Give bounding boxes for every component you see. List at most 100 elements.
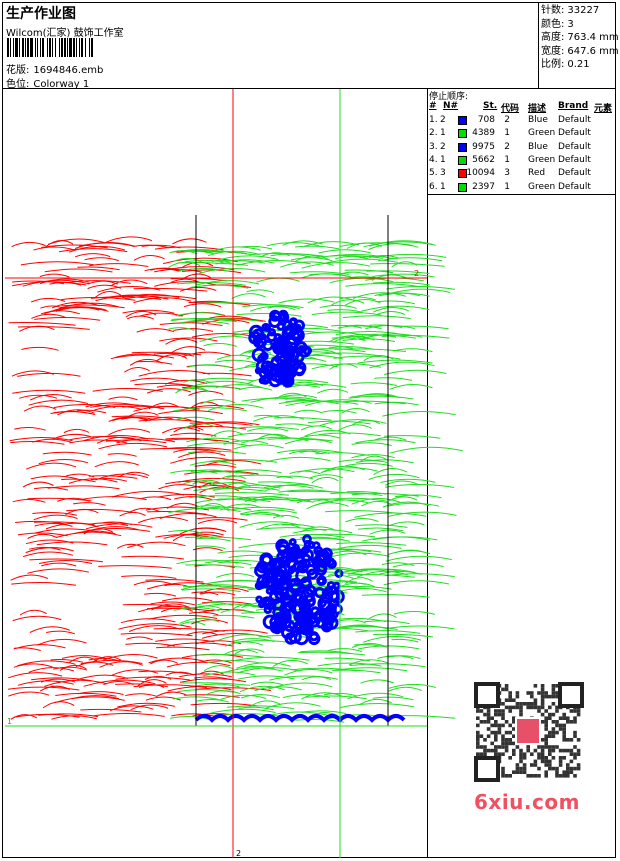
qr-module xyxy=(476,723,480,728)
color-swatch xyxy=(458,142,467,152)
stitch-line xyxy=(239,509,298,515)
qr-module xyxy=(522,766,527,771)
qr-module xyxy=(497,745,502,749)
stitch-line xyxy=(129,377,183,382)
stitch-line xyxy=(195,280,260,286)
stitch-line xyxy=(272,514,300,519)
stitch-line xyxy=(253,415,305,422)
stitch-line xyxy=(169,716,208,720)
blue-stitch xyxy=(293,601,307,616)
stitch-line xyxy=(165,338,198,345)
stitch-line xyxy=(362,333,423,339)
stitch-line xyxy=(245,511,281,516)
stitch-line xyxy=(178,451,226,459)
qr-module xyxy=(573,756,577,760)
qr-module xyxy=(504,720,509,724)
stitch-line xyxy=(110,279,148,287)
stitch-line xyxy=(280,394,318,399)
stitch-line xyxy=(360,679,394,684)
blue-stitch xyxy=(263,605,272,614)
stat-colors: 颜色: 3 xyxy=(541,18,574,30)
stitch-line xyxy=(156,354,188,362)
stitch-line xyxy=(358,527,404,532)
stitch-line xyxy=(158,410,223,415)
qr-module xyxy=(558,774,563,778)
green-stitch-region xyxy=(168,240,463,723)
qr-module xyxy=(494,709,498,713)
stat-scale: 比例: 0.21 xyxy=(541,59,590,70)
stitch-line xyxy=(33,246,76,251)
stitch-line xyxy=(111,415,173,420)
stitch-line xyxy=(185,259,232,264)
stitch-line xyxy=(249,305,296,312)
stitch-line xyxy=(17,326,90,330)
qr-module xyxy=(573,730,577,735)
qr-module xyxy=(504,730,509,735)
qr-module xyxy=(486,716,491,720)
stitch-line xyxy=(234,648,265,655)
page-title: 生产作业图 xyxy=(6,6,76,22)
stitch-line xyxy=(33,514,78,521)
stitch-line xyxy=(388,511,457,517)
stitch-line xyxy=(108,428,151,436)
qr-module xyxy=(519,752,523,756)
stitch-line xyxy=(157,493,215,498)
stitch-line xyxy=(214,359,257,364)
stitch-line xyxy=(394,325,449,330)
qr-module xyxy=(551,766,556,771)
stitch-line xyxy=(52,433,95,440)
qr-module xyxy=(540,752,545,756)
stitch-line xyxy=(341,408,370,414)
qr-module xyxy=(512,734,516,738)
stitch-line xyxy=(177,477,246,483)
stitch-line xyxy=(7,686,80,691)
qr-module xyxy=(483,712,487,717)
stitch-line xyxy=(146,388,191,394)
blue-stitch xyxy=(263,575,278,591)
stitch-line xyxy=(364,620,410,625)
stitch-line xyxy=(301,273,352,279)
stitch-line xyxy=(250,681,284,686)
qr-module xyxy=(522,770,527,774)
stitch-line xyxy=(232,638,275,643)
stitch-line xyxy=(369,255,400,259)
blue-stitch xyxy=(314,587,326,599)
stitch-line xyxy=(54,696,125,704)
blue-stitch xyxy=(248,324,264,340)
stitch-line xyxy=(361,594,430,598)
stitch-line xyxy=(14,647,41,651)
stitch-line xyxy=(9,437,73,442)
stitch-line xyxy=(242,304,304,309)
stitch-line xyxy=(315,452,370,456)
sequence-divider xyxy=(427,194,616,195)
stitch-line xyxy=(194,498,257,504)
stitch-line xyxy=(25,547,74,554)
stitch-line xyxy=(119,511,146,517)
blue-stitch xyxy=(300,548,314,563)
qr-module xyxy=(576,712,581,717)
qr-module xyxy=(548,705,552,710)
stitch-line xyxy=(332,667,408,672)
qr-module xyxy=(551,694,556,699)
qr-module xyxy=(504,687,509,692)
sequence-cell-n: 1 xyxy=(440,128,446,139)
stitch-line xyxy=(385,555,452,562)
stitch-line xyxy=(374,377,413,381)
stitch-line xyxy=(334,348,407,352)
stitch-line xyxy=(109,705,154,712)
qr-module xyxy=(569,748,574,753)
blue-stitch xyxy=(276,322,286,331)
stitch-line xyxy=(239,245,273,250)
qr-module xyxy=(537,709,541,713)
color-swatch xyxy=(458,155,467,165)
qr-module xyxy=(540,759,545,764)
qr-module xyxy=(551,730,556,735)
qr-module xyxy=(526,774,530,778)
qr-module xyxy=(508,730,512,735)
stitch-line xyxy=(267,305,300,310)
stat-height: 高度: 763.4 mm xyxy=(541,32,619,43)
qr-module xyxy=(530,691,534,695)
qr-module xyxy=(504,705,509,710)
stitch-line xyxy=(118,623,192,630)
stitch-line xyxy=(29,394,72,401)
